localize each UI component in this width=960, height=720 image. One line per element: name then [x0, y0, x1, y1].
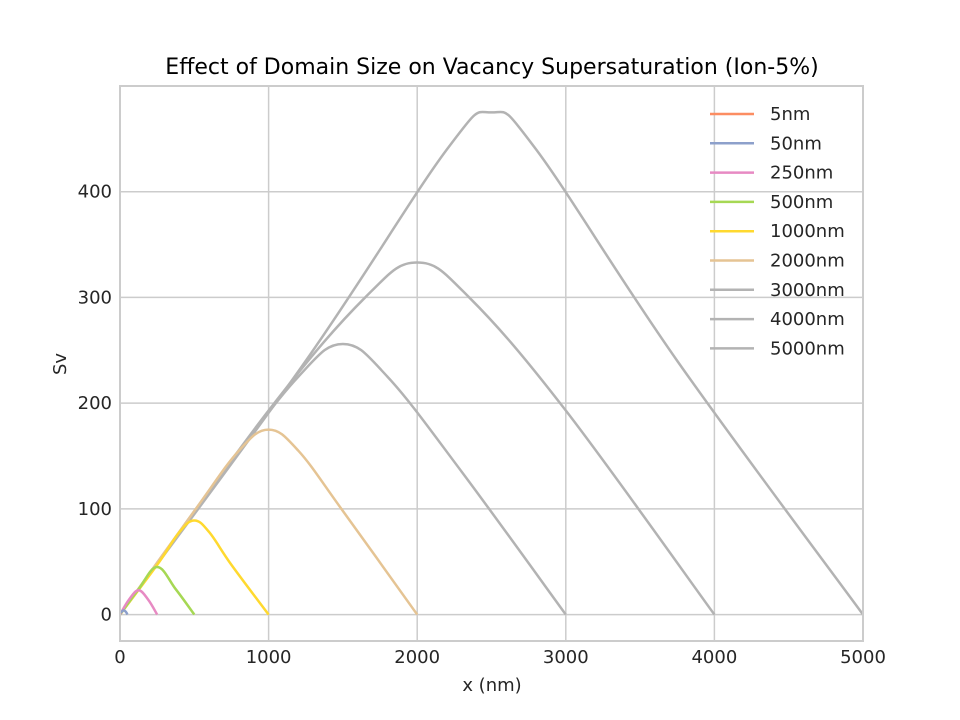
y-tick-label: 400	[78, 182, 112, 203]
legend-label: 5000nm	[770, 338, 845, 359]
series-line-2000nm	[118, 428, 419, 616]
x-tick-label: 0	[114, 647, 125, 668]
x-tick-label: 5000	[840, 647, 886, 668]
plot-frame	[119, 85, 864, 642]
legend-label: 500nm	[770, 192, 833, 213]
legend-label: 4000nm	[770, 309, 845, 330]
legend-label: 1000nm	[770, 221, 845, 242]
series-layer	[118, 110, 865, 616]
x-tick-label: 2000	[394, 647, 440, 668]
chart-title: Effect of Domain Size on Vacancy Supersa…	[165, 55, 818, 80]
legend-label: 3000nm	[770, 280, 845, 301]
y-tick-label: 100	[78, 499, 112, 520]
series-line-250nm	[118, 589, 159, 616]
legend-label: 50nm	[770, 133, 822, 154]
legend-label: 250nm	[770, 163, 833, 184]
legend-label: 2000nm	[770, 251, 845, 272]
x-axis-label: x (nm)	[462, 675, 521, 696]
x-tick-label: 1000	[246, 647, 292, 668]
tick-layer: 0 1000 2000 3000 4000 5000 0 100 200 300 400	[78, 182, 886, 668]
x-tick-label: 3000	[543, 647, 589, 668]
series-line-1000nm	[118, 519, 270, 616]
series-line-500nm	[118, 565, 196, 616]
y-tick-label: 300	[78, 287, 112, 308]
legend: 5nm 50nm 250nm 500nm 1000nm 2000nm 3000nm 4000n…	[710, 104, 845, 359]
y-tick-label: 0	[101, 605, 112, 626]
y-tick-label: 200	[78, 393, 112, 414]
legend-label: 5nm	[770, 104, 810, 125]
y-axis-label: Sv	[50, 353, 71, 375]
x-tick-label: 4000	[691, 647, 737, 668]
